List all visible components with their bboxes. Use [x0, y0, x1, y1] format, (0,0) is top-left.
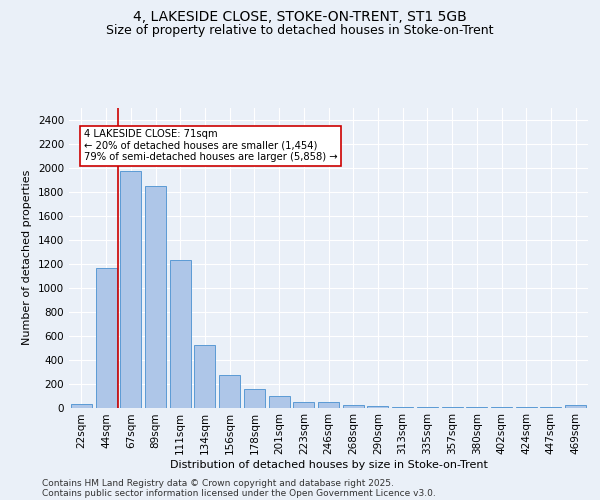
Text: Contains HM Land Registry data © Crown copyright and database right 2025.: Contains HM Land Registry data © Crown c…: [42, 478, 394, 488]
Text: Contains public sector information licensed under the Open Government Licence v3: Contains public sector information licen…: [42, 488, 436, 498]
Text: 4 LAKESIDE CLOSE: 71sqm
← 20% of detached houses are smaller (1,454)
79% of semi: 4 LAKESIDE CLOSE: 71sqm ← 20% of detache…: [84, 129, 337, 162]
Bar: [269, 396, 290, 407]
Bar: [170, 260, 191, 408]
Text: Size of property relative to detached houses in Stoke-on-Trent: Size of property relative to detached ho…: [106, 24, 494, 37]
Bar: [95, 268, 116, 407]
X-axis label: Distribution of detached houses by size in Stoke-on-Trent: Distribution of detached houses by size …: [170, 460, 487, 470]
Bar: [120, 171, 141, 408]
Bar: [71, 404, 92, 407]
Text: 4, LAKESIDE CLOSE, STOKE-ON-TRENT, ST1 5GB: 4, LAKESIDE CLOSE, STOKE-ON-TRENT, ST1 5…: [133, 10, 467, 24]
Bar: [293, 402, 314, 407]
Bar: [565, 405, 586, 407]
Bar: [318, 402, 339, 407]
Bar: [194, 345, 215, 408]
Bar: [367, 406, 388, 407]
Bar: [219, 374, 240, 408]
Bar: [417, 407, 438, 408]
Bar: [392, 407, 413, 408]
Y-axis label: Number of detached properties: Number of detached properties: [22, 170, 32, 345]
Bar: [145, 186, 166, 408]
Bar: [244, 389, 265, 407]
Bar: [343, 405, 364, 407]
